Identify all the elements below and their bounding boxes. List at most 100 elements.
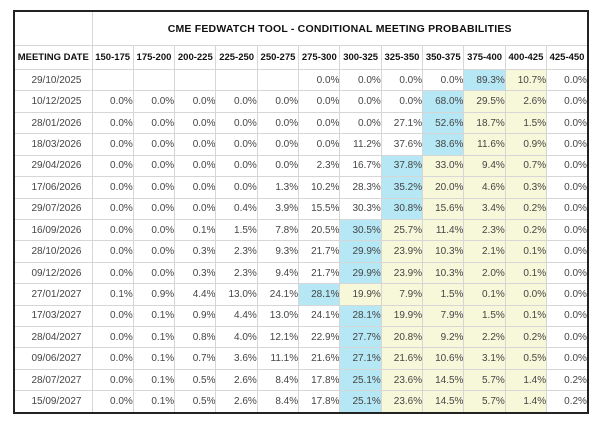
table-row: 28/07/2027 0.0% 0.1% 0.5% 2.6% 8.4% 17.8% 25.1%… [13, 368, 589, 392]
probability-cell: 0.0% [256, 90, 300, 113]
probability-cell: 21.6% [298, 347, 341, 370]
meeting-date-cell: 18/03/2026 [13, 133, 93, 156]
probability-cell: 0.5% [174, 390, 217, 414]
table-row: 09/12/2026 0.0% 0.0% 0.3% 2.3% 9.4% 21.7% 29.9%… [13, 261, 589, 285]
probability-cell: 0.0% [546, 133, 589, 156]
header-row: MEETING DATE 150-175 175-200 200-225 225-25… [13, 45, 589, 70]
probability-cell: 0.5% [174, 368, 217, 392]
title-row: CME FEDWATCH TOOL - CONDITIONAL MEETING … [13, 10, 589, 46]
probability-cell: 9.4% [256, 261, 300, 285]
probability-cell: 0.0% [91, 154, 134, 178]
probability-cell: 0.9% [174, 304, 217, 328]
meeting-date-cell: 28/07/2027 [13, 368, 93, 392]
probability-cell: 2.3% [215, 261, 258, 285]
probability-cell: 0.0% [339, 90, 382, 113]
probability-cell: 38.6% [422, 133, 465, 156]
probability-cell: 0.0% [132, 240, 176, 263]
probability-cell: 0.0% [91, 111, 134, 135]
meeting-date-cell: 29/07/2026 [13, 197, 93, 220]
meeting-date-cell: 17/03/2027 [13, 304, 93, 328]
probability-cell: 0.3% [174, 261, 217, 285]
probability-cell: 0.0% [91, 218, 134, 242]
probability-cell: 9.4% [463, 154, 506, 178]
probability-cell [91, 68, 134, 92]
probability-cell: 28.1% [339, 304, 382, 328]
probability-cell: 0.1% [91, 283, 134, 306]
probability-cell: 20.0% [422, 176, 465, 199]
probability-cell: 0.0% [215, 111, 258, 135]
meeting-date-cell: 28/10/2026 [13, 240, 93, 263]
probability-cell: 21.7% [298, 240, 341, 263]
probability-cell: 5.7% [463, 368, 506, 392]
probability-cell: 4.6% [463, 176, 506, 199]
rate-range-column-header: 150-175 [91, 45, 134, 70]
meeting-date-cell: 10/12/2025 [13, 90, 93, 113]
probability-cell: 0.0% [215, 154, 258, 178]
probability-cell: 3.1% [463, 347, 506, 370]
probability-cell: 27.7% [339, 326, 382, 349]
probability-cell: 0.0% [546, 111, 589, 135]
probability-cell: 2.6% [215, 390, 258, 414]
probability-cell: 2.0% [463, 261, 506, 285]
meeting-date-cell: 28/04/2027 [13, 326, 93, 349]
probability-cell: 11.2% [339, 133, 382, 156]
probability-cell: 23.6% [380, 368, 424, 392]
rate-range-column-header: 250-275 [256, 45, 300, 70]
probability-cell: 0.0% [91, 261, 134, 285]
probability-cell [174, 68, 217, 92]
probability-cell: 0.1% [132, 390, 176, 414]
probability-cell: 0.0% [91, 176, 134, 199]
probability-cell: 13.0% [256, 304, 300, 328]
meeting-date-cell: 17/06/2026 [13, 176, 93, 199]
probability-cell: 11.4% [422, 218, 465, 242]
probability-cell: 0.7% [174, 347, 217, 370]
probability-cell: 7.9% [380, 283, 424, 306]
probability-cell: 0.0% [132, 133, 176, 156]
fedwatch-probabilities-panel: CME FEDWATCH TOOL - CONDITIONAL MEETING … [13, 10, 589, 414]
probability-cell [256, 68, 300, 92]
probability-cell: 0.0% [504, 283, 548, 306]
probability-cell: 24.1% [256, 283, 300, 306]
probability-cell: 20.5% [298, 218, 341, 242]
probability-cell: 0.0% [339, 68, 382, 92]
probability-cell: 0.0% [132, 111, 176, 135]
probability-cell: 0.4% [215, 197, 258, 220]
probability-cell: 0.0% [91, 197, 134, 220]
probability-cell: 0.0% [298, 133, 341, 156]
probability-cell: 18.7% [463, 111, 506, 135]
probability-cell: 0.0% [91, 133, 134, 156]
probability-cell: 52.6% [422, 111, 465, 135]
probability-cell [215, 68, 258, 92]
probability-cell: 27.1% [380, 111, 424, 135]
probability-cell: 7.9% [422, 304, 465, 328]
probability-cell: 0.0% [91, 304, 134, 328]
probability-cell: 0.1% [132, 368, 176, 392]
table-row: 29/04/2026 0.0% 0.0% 0.0% 0.0% 0.0% 2.3% 16.7% 3… [13, 154, 589, 178]
probability-cell: 37.8% [380, 154, 424, 178]
rate-range-column-header: 325-350 [380, 45, 424, 70]
probability-cell: 4.0% [215, 326, 258, 349]
probability-cell: 0.0% [91, 90, 134, 113]
probability-cell: 0.0% [91, 347, 134, 370]
probability-cell: 0.0% [380, 68, 424, 92]
probability-cell: 0.2% [504, 218, 548, 242]
probability-cell: 0.9% [132, 283, 176, 306]
probability-cell: 10.7% [504, 68, 548, 92]
probability-cell: 3.6% [215, 347, 258, 370]
probability-cell: 0.2% [546, 368, 589, 392]
probability-cell: 25.1% [339, 390, 382, 414]
table-row: 27/01/2027 0.1% 0.9% 4.4% 13.0% 24.1% 28.1% 19.… [13, 283, 589, 306]
rate-range-column-header: 300-325 [339, 45, 382, 70]
meeting-date-cell: 27/01/2027 [13, 283, 93, 306]
probability-cell: 2.1% [463, 240, 506, 263]
probability-cell: 0.1% [132, 326, 176, 349]
table-row: 17/03/2027 0.0% 0.1% 0.9% 4.4% 13.0% 24.1% 28.1… [13, 304, 589, 328]
probability-cell: 4.4% [215, 304, 258, 328]
probability-cell: 30.8% [380, 197, 424, 220]
probability-cell: 7.8% [256, 218, 300, 242]
meeting-date-cell: 15/09/2027 [13, 390, 93, 414]
probability-cell: 37.6% [380, 133, 424, 156]
probability-cell: 2.2% [463, 326, 506, 349]
probability-cell: 0.1% [132, 347, 176, 370]
probability-cell: 0.0% [174, 176, 217, 199]
